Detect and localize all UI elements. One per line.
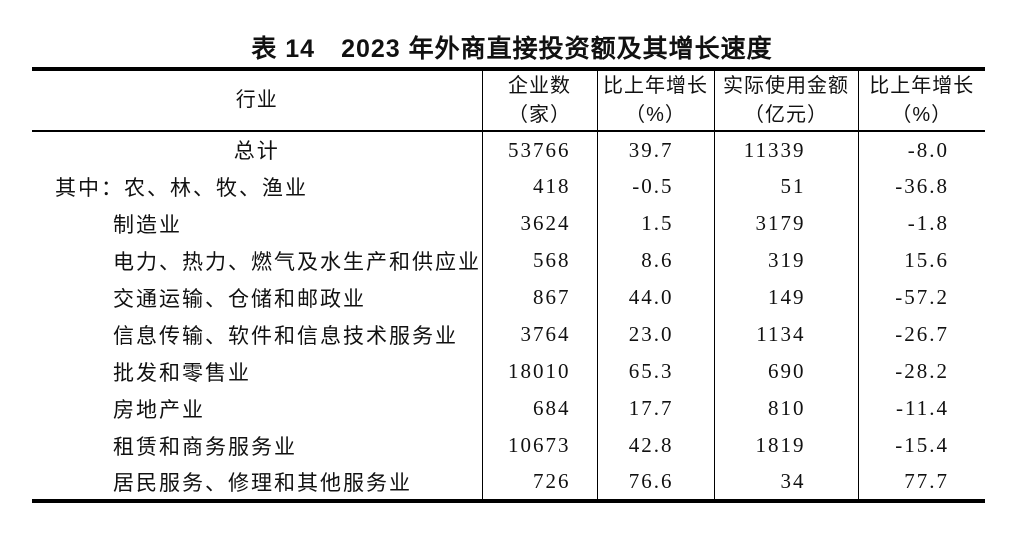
- header-label: 企业数: [508, 74, 571, 97]
- fdi-statistics-table: 行业 企业数 （家） 比上年增长 （%） 实际使用金额 （亿元） 比上年增长 （…: [32, 67, 985, 503]
- industry-label: 批发和零售业: [113, 360, 251, 385]
- enterprises-value: 3624: [481, 205, 597, 242]
- header-unit: （家）: [508, 103, 571, 126]
- enterprises-growth-value: 8.6: [596, 242, 714, 279]
- amount-growth-value: -1.8: [857, 205, 985, 242]
- enterprises-growth-value: 39.7: [596, 131, 714, 168]
- industry-label: 租赁和商务服务业: [113, 434, 297, 459]
- industry-cell: 总计: [32, 131, 482, 168]
- industry-cell: 交通运输、仓储和邮政业: [32, 279, 482, 316]
- table-title: 表 14 2023 年外商直接投资额及其增长速度: [251, 35, 773, 63]
- header-unit: （%）: [625, 103, 686, 126]
- enterprises-growth-value: 76.6: [596, 464, 714, 501]
- amount-growth-value: -36.8: [857, 168, 985, 205]
- amount-growth-value: -57.2: [857, 279, 985, 316]
- column-header-amount-growth: 比上年增长 （%）: [857, 69, 985, 132]
- column-header-industry: 行业: [32, 69, 482, 132]
- amount-value: 51: [713, 168, 858, 205]
- column-header-enterprises-growth: 比上年增长 （%）: [596, 69, 714, 132]
- table-row: 租赁和商务服务业 10673 42.8 1819 -15.4: [32, 427, 985, 464]
- column-header-amount-used: 实际使用金额 （亿元）: [713, 69, 858, 132]
- amount-value: 810: [713, 390, 858, 427]
- table-row: 电力、热力、燃气及水生产和供应业 568 8.6 319 15.6: [32, 242, 985, 279]
- industry-label: 信息传输、软件和信息技术服务业: [113, 323, 458, 348]
- industry-cell: 批发和零售业: [32, 353, 482, 390]
- industry-label: 电力、热力、燃气及水生产和供应业: [113, 249, 481, 274]
- amount-value: 1134: [713, 316, 858, 353]
- table-row: 制造业 3624 1.5 3179 -1.8: [32, 205, 985, 242]
- enterprises-value: 684: [481, 390, 597, 427]
- row-prefix: 其中：: [55, 175, 124, 200]
- table-header-row: 行业 企业数 （家） 比上年增长 （%） 实际使用金额 （亿元） 比上年增长 （…: [32, 69, 985, 132]
- enterprises-value: 10673: [481, 427, 597, 464]
- header-label: 行业: [235, 89, 278, 111]
- industry-cell: 居民服务、修理和其他服务业: [32, 464, 482, 501]
- amount-value: 11339: [713, 131, 858, 168]
- industry-label: 交通运输、仓储和邮政业: [113, 286, 366, 311]
- enterprises-value: 18010: [481, 353, 597, 390]
- enterprises-value: 53766: [481, 131, 597, 168]
- header-label: 实际使用金额: [723, 74, 849, 97]
- industry-label: 居民服务、修理和其他服务业: [113, 470, 412, 495]
- industry-label: 制造业: [113, 212, 182, 237]
- amount-growth-value: -26.7: [857, 316, 985, 353]
- enterprises-growth-value: 23.0: [596, 316, 714, 353]
- amount-value: 319: [713, 242, 858, 279]
- amount-growth-value: 15.6: [857, 242, 985, 279]
- industry-label: 农、林、牧、渔业: [124, 175, 308, 200]
- amount-value: 34: [713, 464, 858, 501]
- amount-growth-value: -15.4: [857, 427, 985, 464]
- amount-growth-value: -11.4: [857, 390, 985, 427]
- enterprises-value: 568: [481, 242, 597, 279]
- table-row: 房地产业 684 17.7 810 -11.4: [32, 390, 985, 427]
- enterprises-growth-value: 17.7: [596, 390, 714, 427]
- enterprises-growth-value: 42.8: [596, 427, 714, 464]
- table-row: 批发和零售业 18010 65.3 690 -28.2: [32, 353, 985, 390]
- table-row: 交通运输、仓储和邮政业 867 44.0 149 -57.2: [32, 279, 985, 316]
- column-header-enterprises: 企业数 （家）: [481, 69, 597, 132]
- enterprises-value: 418: [481, 168, 597, 205]
- enterprises-growth-value: 44.0: [596, 279, 714, 316]
- amount-value: 149: [713, 279, 858, 316]
- enterprises-value: 867: [481, 279, 597, 316]
- enterprises-growth-value: 1.5: [596, 205, 714, 242]
- industry-cell: 租赁和商务服务业: [32, 427, 482, 464]
- table-row-total: 总计 53766 39.7 11339 -8.0: [32, 131, 985, 168]
- amount-growth-value: 77.7: [857, 464, 985, 501]
- header-label: 比上年增长: [869, 74, 975, 97]
- enterprises-value: 726: [481, 464, 597, 501]
- table-row: 居民服务、修理和其他服务业 726 76.6 34 77.7: [32, 464, 985, 501]
- amount-growth-value: -8.0: [857, 131, 985, 168]
- table-row: 其中：农、林、牧、渔业 418 -0.5 51 -36.8: [32, 168, 985, 205]
- enterprises-growth-value: -0.5: [596, 168, 714, 205]
- amount-growth-value: -28.2: [857, 353, 985, 390]
- industry-label: 总计: [233, 139, 280, 163]
- header-label: 比上年增长: [603, 74, 708, 97]
- industry-cell: 房地产业: [32, 390, 482, 427]
- industry-label: 房地产业: [113, 397, 205, 422]
- table-row: 信息传输、软件和信息技术服务业 3764 23.0 1134 -26.7: [32, 316, 985, 353]
- amount-value: 1819: [713, 427, 858, 464]
- amount-value: 3179: [713, 205, 858, 242]
- industry-cell: 电力、热力、燃气及水生产和供应业: [32, 242, 482, 279]
- industry-cell: 制造业: [32, 205, 482, 242]
- header-unit: （亿元）: [744, 103, 828, 126]
- header-unit: （%）: [891, 103, 953, 126]
- enterprises-value: 3764: [481, 316, 597, 353]
- industry-cell: 其中：农、林、牧、渔业: [32, 168, 482, 205]
- enterprises-growth-value: 65.3: [596, 353, 714, 390]
- amount-value: 690: [713, 353, 858, 390]
- industry-cell: 信息传输、软件和信息技术服务业: [32, 316, 482, 353]
